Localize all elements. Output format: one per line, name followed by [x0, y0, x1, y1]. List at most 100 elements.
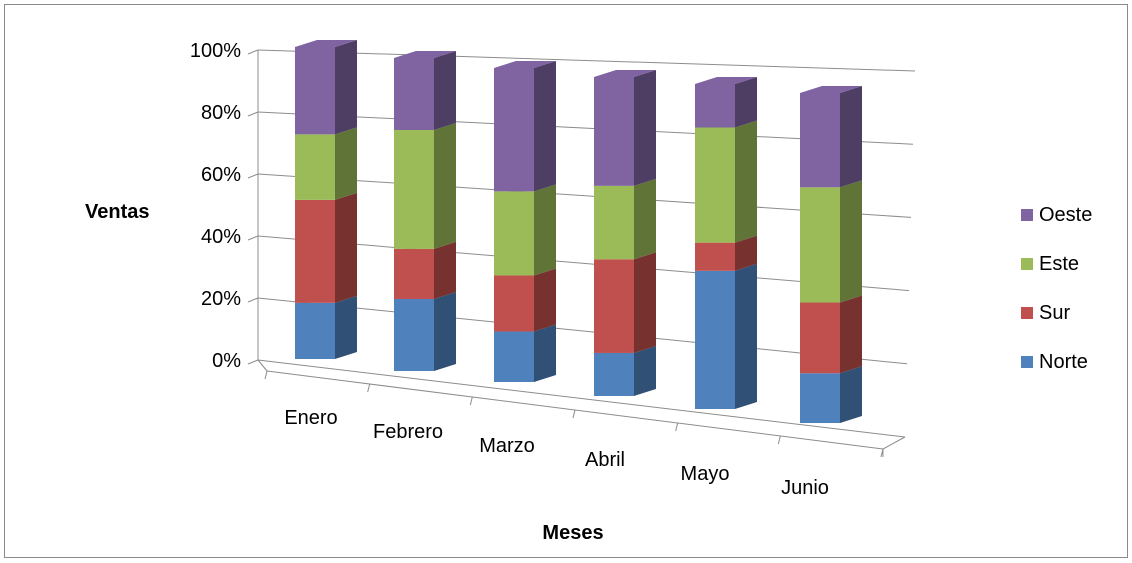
bar-front-face [394, 129, 434, 249]
bar-front-face [594, 185, 634, 260]
bar-side-face [434, 122, 456, 249]
x-tick-mark [469, 396, 473, 406]
bar-front-face [695, 127, 735, 243]
bar-side-face [534, 184, 556, 276]
bar-side-face [434, 241, 456, 300]
bar-segment-norte-febrero [394, 292, 456, 371]
bar-side-face [735, 235, 757, 271]
bar-front-face [594, 259, 634, 353]
bar-segment-norte-junio [800, 366, 862, 423]
chart-bars [295, 40, 862, 423]
legend-label: Oeste [1039, 204, 1092, 226]
gridline [257, 297, 908, 365]
bar-segment-oeste-febrero [394, 51, 456, 130]
x-tick-mark [777, 435, 781, 445]
bar-side-face [434, 51, 456, 130]
bar-side-face [335, 295, 357, 359]
y-tick-mark [247, 359, 259, 365]
x-tick-label: Abril [585, 449, 625, 471]
x-tick-label: Marzo [479, 435, 535, 457]
legend-item-norte: Norte [1021, 351, 1088, 373]
bar-front-face [594, 352, 634, 396]
x-tick-mark [675, 422, 679, 432]
bar-segment-oeste-junio [800, 86, 862, 188]
y-tick-label: 20% [201, 288, 241, 310]
bar-side-face [335, 127, 357, 200]
bar-segment-este-febrero [394, 122, 456, 249]
y-tick-mark [247, 173, 259, 179]
bar-side-face [840, 86, 862, 188]
bar-side-face [634, 345, 656, 396]
bar-front-face [394, 299, 434, 371]
bar-segment-sur-febrero [394, 241, 456, 300]
chart-frame: 0% 20% 40% 60% 80% 100% Enero Febrero Marzo Abri… [4, 4, 1128, 558]
legend-label: Sur [1039, 302, 1070, 324]
bar-front-face [695, 270, 735, 409]
bar-segment-norte-mayo [695, 263, 757, 409]
bar-front-face [594, 77, 634, 186]
legend-label: Este [1039, 253, 1079, 275]
bar-top-face [695, 77, 757, 84]
bar-front-face [695, 242, 735, 271]
bar-front-face [800, 93, 840, 188]
left-floor-edge [257, 359, 268, 372]
bar-front-face [800, 373, 840, 423]
x-tick-mark [264, 370, 268, 380]
bar-segment-norte-enero [295, 295, 357, 359]
bar-segment-oeste-marzo [494, 61, 556, 192]
y-tick-mark [247, 235, 259, 241]
bar-segment-sur-enero [295, 192, 357, 303]
bar-front-face [394, 58, 434, 130]
bar-side-face [534, 268, 556, 332]
x-tick-label: Enero [284, 407, 337, 429]
gridline [257, 49, 916, 72]
bar-segment-este-mayo [695, 120, 757, 243]
legend-swatch [1021, 356, 1033, 368]
bar-segment-sur-junio [800, 295, 862, 374]
chart-walls [247, 49, 916, 458]
bar-front-face [800, 187, 840, 303]
x-tick-label: Junio [781, 477, 829, 499]
x-tick-mark [367, 383, 371, 393]
bar-front-face [295, 47, 335, 135]
bar-side-face [735, 263, 757, 409]
bar-side-face [840, 180, 862, 303]
bar-top-face [394, 51, 456, 58]
bar-segment-oeste-abril [594, 70, 656, 186]
y-axis-title: Ventas [85, 201, 149, 223]
legend: Oeste Este Sur Norte [1021, 204, 1092, 373]
bar-side-face [335, 192, 357, 303]
stacked-bar-chart: 0% 20% 40% 60% 80% 100% Enero Febrero Marzo Abri… [85, 40, 1092, 544]
bar-front-face [800, 302, 840, 374]
bar-front-face [295, 199, 335, 303]
bar-front-face [494, 68, 534, 192]
legend-item-este: Este [1021, 253, 1079, 275]
bar-front-face [295, 302, 335, 359]
bar-side-face [634, 70, 656, 186]
bar-front-face [394, 248, 434, 300]
y-tick-label: 100% [190, 40, 241, 62]
legend-item-oeste: Oeste [1021, 204, 1092, 226]
bar-top-face [800, 86, 862, 93]
legend-swatch [1021, 258, 1033, 270]
bar-side-face [534, 61, 556, 192]
x-tick-label: Febrero [373, 421, 443, 443]
bar-segment-sur-mayo [695, 235, 757, 271]
y-tick-mark [247, 297, 259, 303]
y-tick-label: 60% [201, 164, 241, 186]
bar-segment-norte-marzo [494, 324, 556, 382]
bar-segment-este-marzo [494, 184, 556, 276]
bar-segment-sur-marzo [494, 268, 556, 332]
bar-segment-este-abril [594, 178, 656, 260]
x-axis-title: Meses [542, 522, 603, 544]
bar-segment-oeste-enero [295, 40, 357, 135]
bar-segment-norte-abril [594, 345, 656, 396]
bar-side-face [634, 252, 656, 353]
bar-segment-este-enero [295, 127, 357, 200]
y-tick-label: 80% [201, 102, 241, 124]
bar-front-face [494, 331, 534, 382]
bar-side-face [735, 77, 757, 128]
bar-segment-oeste-mayo [695, 77, 757, 128]
legend-swatch [1021, 307, 1033, 319]
bar-front-face [494, 275, 534, 332]
